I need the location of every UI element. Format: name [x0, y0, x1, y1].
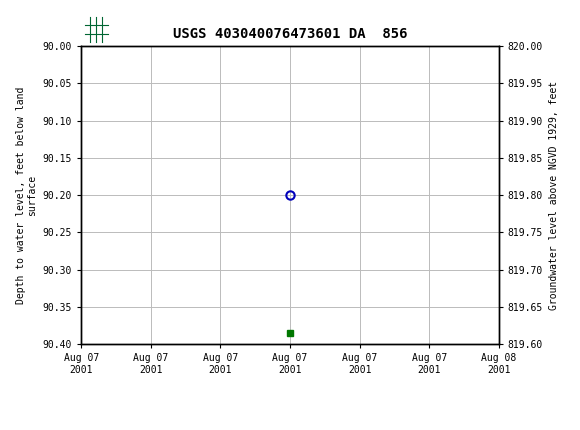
Y-axis label: Depth to water level, feet below land
surface: Depth to water level, feet below land su… [16, 86, 37, 304]
Y-axis label: Groundwater level above NGVD 1929, feet: Groundwater level above NGVD 1929, feet [549, 80, 559, 310]
Bar [85, 17, 107, 42]
Title: USGS 403040076473601 DA  856: USGS 403040076473601 DA 856 [173, 27, 407, 41]
Text: USGS: USGS [113, 21, 164, 39]
